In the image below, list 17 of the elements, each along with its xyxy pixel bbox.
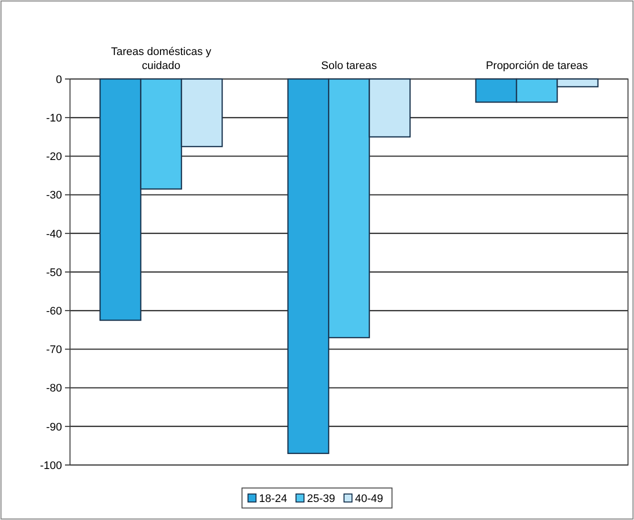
legend-label: 40-49 — [355, 493, 384, 505]
y-tick-label: -10 — [46, 112, 62, 124]
y-tick-label: 0 — [56, 74, 62, 86]
y-tick-label: -30 — [46, 190, 62, 202]
x-tick-label: Tareas domésticas y cuidado — [110, 46, 212, 72]
legend-label: 18-24 — [259, 493, 288, 505]
y-tick-label: -20 — [46, 151, 62, 164]
y-tick-label: -60 — [46, 305, 62, 318]
y-tick-label: -100 — [40, 460, 62, 472]
y-tick-label: -40 — [46, 228, 62, 240]
x-tick-label: Proporción de tareas — [486, 60, 588, 72]
y-tick-label: -80 — [46, 382, 62, 395]
y-tick-label: -70 — [46, 344, 62, 356]
x-tick-label: Solo tareas — [321, 60, 378, 72]
y-tick-label: -50 — [46, 266, 62, 279]
legend-label: 25-39 — [307, 493, 336, 505]
y-tick-label: -90 — [46, 421, 62, 434]
